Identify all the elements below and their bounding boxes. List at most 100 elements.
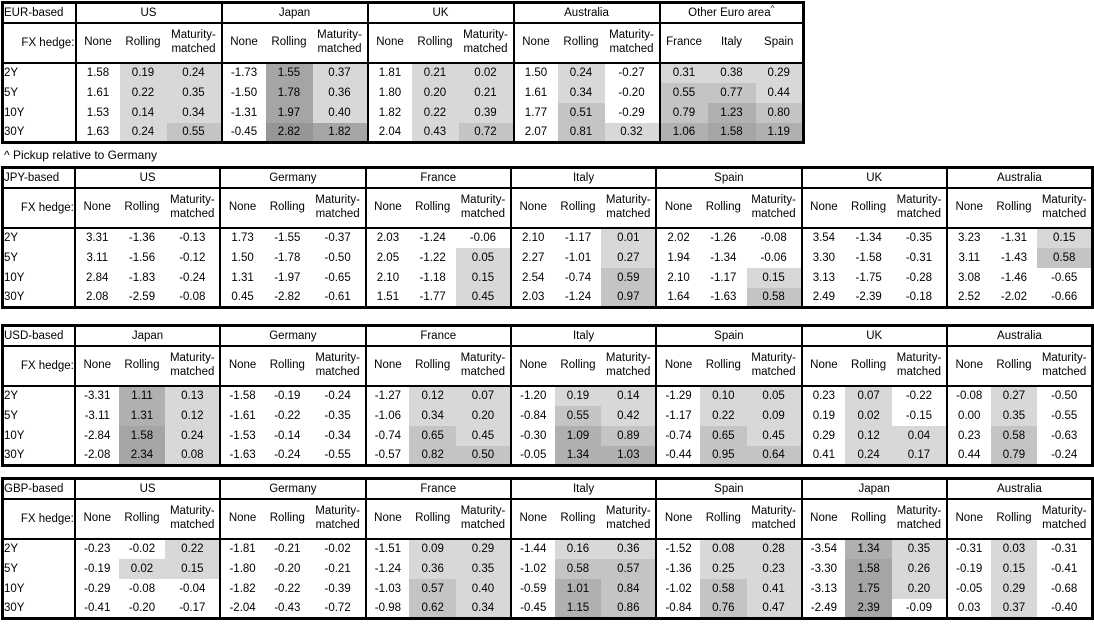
group-header-label: US <box>140 6 157 19</box>
value-cell: -1.02 <box>509 558 555 579</box>
value-cell: 2.02 <box>655 227 700 248</box>
value-cell: -1.77 <box>419 290 446 303</box>
value-cell: 0.39 <box>458 102 514 123</box>
value-cell: 0.03 <box>990 538 1038 559</box>
value-cell: 0.04 <box>892 425 947 446</box>
col-header-maturity-matched: Maturity-matched <box>746 187 802 229</box>
col-header-none: None <box>364 187 410 229</box>
value-cell: -1.17 <box>655 405 700 426</box>
header-row-fx-hedge: FX hedge: None Rolling Maturity-matched None… <box>2 498 1093 540</box>
col-header-maturity-matched: Maturity-matched <box>456 345 511 387</box>
fx-hedge-label: FX hedge: <box>2 187 76 229</box>
value-cell: 0.24 <box>119 122 167 143</box>
tenor-label: 5Y <box>2 82 77 103</box>
value-cell: -1.06 <box>364 405 410 426</box>
value-cell: 0.59 <box>601 267 657 288</box>
col-header-france: France <box>658 22 708 64</box>
group-header-label: Japan <box>858 482 890 495</box>
col-header-maturity-matched: Maturity-matched <box>458 22 514 64</box>
value-cell: -0.09 <box>905 601 933 614</box>
value-cell: -1.97 <box>274 271 301 284</box>
value-cell: 3.08 <box>945 267 991 288</box>
value-cell: -0.24 <box>1051 448 1078 461</box>
group-header-germany: Germany <box>219 325 366 347</box>
value-cell: -0.18 <box>905 290 933 303</box>
value-cell: 0.28 <box>746 538 802 559</box>
value-cell: 1.19 <box>755 122 804 143</box>
value-cell: -0.98 <box>364 598 410 619</box>
group-header-label: France <box>420 482 457 495</box>
col-header-rolling: Rolling <box>263 345 311 387</box>
value-cell: 1.15 <box>554 598 602 619</box>
value-cell: -0.40 <box>1051 601 1078 614</box>
value-cell: -1.61 <box>219 405 264 426</box>
value-cell: 0.41 <box>800 445 846 466</box>
group-header-label: US <box>139 482 156 495</box>
tenor-label: 10Y <box>2 267 76 288</box>
value-cell: 0.19 <box>800 405 846 426</box>
value-cell: 2.10 <box>364 267 410 288</box>
value-cell: 1.31 <box>118 405 166 426</box>
value-cell: -0.14 <box>274 429 301 442</box>
col-header-maturity-matched: Maturity-matched <box>601 187 657 229</box>
table-jpy-based: JPY-based US Germany France Italy Spain UK Aust… <box>1 166 1094 309</box>
group-header-label: Germany <box>269 171 317 184</box>
col-header-spain: Spain <box>755 22 804 64</box>
data-row-30y: 30Y -2.08 2.34 0.08 -1.63 -0.24 -0.55 -0.57 0.82… <box>2 445 1093 466</box>
value-cell: -1.27 <box>364 385 410 406</box>
value-cell: 0.02 <box>845 405 893 426</box>
value-cell: 0.02 <box>118 558 166 579</box>
col-header-none: None <box>655 345 700 387</box>
value-cell: -1.36 <box>655 558 700 579</box>
value-cell: -1.31 <box>1000 232 1028 244</box>
value-cell: 0.14 <box>119 102 167 123</box>
value-cell: 0.07 <box>845 385 893 406</box>
col-header-none: None <box>219 345 264 387</box>
value-cell: -0.84 <box>655 598 700 619</box>
group-header-label: UK <box>432 6 449 19</box>
col-header-rolling: Rolling <box>990 498 1038 540</box>
col-header-rolling: Rolling <box>699 498 747 540</box>
value-cell: 0.08 <box>699 538 747 559</box>
value-cell: 0.84 <box>601 578 657 599</box>
value-cell: 2.34 <box>118 445 166 466</box>
header-row-fx-hedge: FX hedge: None Rolling Maturity-matched None… <box>2 345 1093 387</box>
value-cell: 0.95 <box>699 445 747 466</box>
value-cell: 1.64 <box>655 287 700 308</box>
header-row-groups: GBP-based US Germany France Italy Spain Japan A… <box>2 478 1093 500</box>
value-cell: -0.22 <box>905 390 933 402</box>
group-header-us: US <box>74 2 222 24</box>
value-cell: 0.64 <box>746 445 802 466</box>
value-cell: 0.45 <box>456 425 511 446</box>
value-cell: -0.21 <box>324 562 351 575</box>
value-cell: 0.86 <box>601 598 657 619</box>
value-cell: -0.50 <box>324 251 351 264</box>
value-cell: -0.74 <box>364 425 410 446</box>
col-header-rolling: Rolling <box>554 345 602 387</box>
col-header-none: None <box>509 187 555 229</box>
value-cell: -0.57 <box>364 445 410 466</box>
data-row-30y: 30Y 2.08 -2.59 -0.08 0.45 -2.82 -0.61 1.51 -1.77… <box>2 287 1093 308</box>
value-cell: -1.80 <box>219 558 264 579</box>
value-cell: 0.08 <box>165 445 221 466</box>
value-cell: -1.22 <box>419 251 446 264</box>
value-cell: -1.46 <box>1000 271 1028 284</box>
value-cell: -1.52 <box>655 538 700 559</box>
value-cell: 0.05 <box>456 247 511 268</box>
value-cell: -1.78 <box>274 251 301 264</box>
value-cell: -0.39 <box>324 582 351 595</box>
tenor-label: 5Y <box>2 405 76 426</box>
group-header-label: Spain <box>714 482 744 495</box>
value-cell: -0.17 <box>179 601 206 614</box>
group-header-label: Italy <box>572 329 595 342</box>
value-cell: 0.37 <box>990 598 1038 619</box>
col-header-none: None <box>655 498 700 540</box>
group-header-italy: Italy <box>509 167 657 189</box>
value-cell: 0.79 <box>658 102 708 123</box>
value-cell: 0.45 <box>456 287 511 308</box>
header-row-fx-hedge: FX hedge: None Rolling Maturity-matched None… <box>2 22 804 64</box>
value-cell: 0.02 <box>458 62 514 83</box>
value-cell: -0.15 <box>905 409 933 422</box>
footnote: ^ Pickup relative to Germany <box>4 148 158 162</box>
col-header-none: None <box>945 187 991 229</box>
